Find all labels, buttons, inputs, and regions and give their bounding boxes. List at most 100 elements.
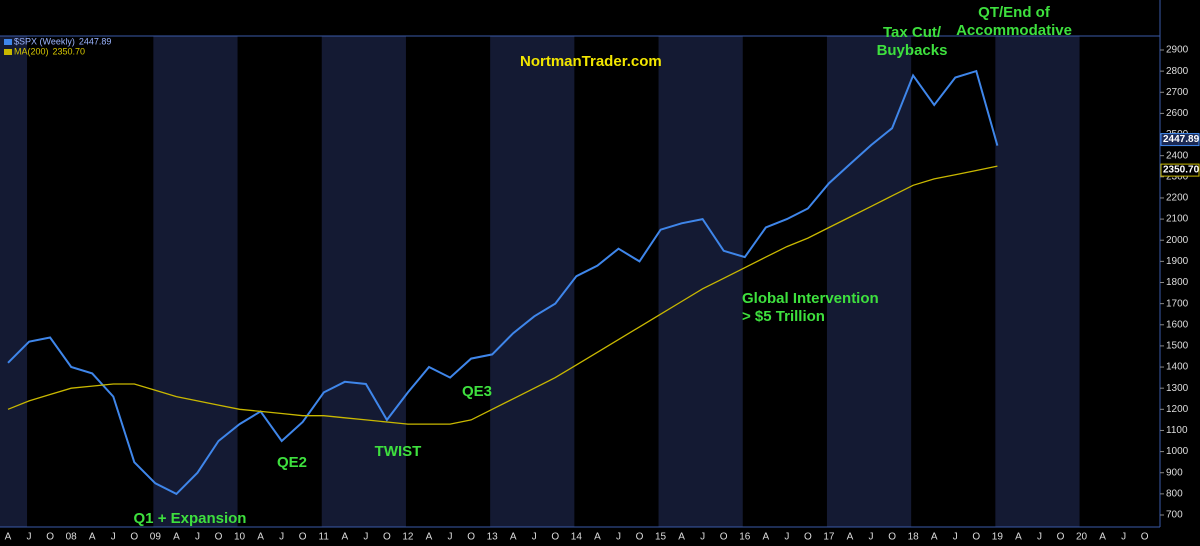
year-band xyxy=(995,36,1080,527)
x-tick-label: 15 xyxy=(655,532,667,543)
last-value-label: 2350.70 xyxy=(1163,165,1200,176)
x-tick-label: J xyxy=(448,532,453,543)
y-tick-label: 2100 xyxy=(1166,214,1189,225)
x-tick-label: J xyxy=(532,532,537,543)
x-tick-label: J xyxy=(953,532,958,543)
y-tick-label: 2800 xyxy=(1166,66,1189,77)
x-tick-label: A xyxy=(847,532,854,543)
series-line xyxy=(7,69,999,496)
annotation: > $5 Trillion xyxy=(742,308,825,325)
legend-value: 2350.70 xyxy=(53,46,86,56)
annotation: QE2 xyxy=(277,454,307,471)
year-band xyxy=(153,36,238,527)
y-tick-label: 1900 xyxy=(1166,256,1189,267)
x-tick-label: O xyxy=(130,532,138,543)
y-tick-label: 2700 xyxy=(1166,87,1189,98)
y-tick-label: 1700 xyxy=(1166,298,1189,309)
y-tick-label: 2000 xyxy=(1166,235,1189,246)
annotation: Accommodative xyxy=(956,22,1072,39)
annotation: Global Intervention xyxy=(742,290,879,307)
x-tick-label: O xyxy=(383,532,391,543)
legend-swatch xyxy=(4,39,12,45)
y-tick-label: 2200 xyxy=(1166,193,1189,204)
x-tick-label: A xyxy=(678,532,685,543)
x-tick-label: O xyxy=(972,532,980,543)
x-tick-label: O xyxy=(1141,532,1149,543)
y-tick-label: 1300 xyxy=(1166,383,1189,394)
x-tick-label: A xyxy=(510,532,517,543)
y-tick-label: 1500 xyxy=(1166,341,1189,352)
x-tick-label: J xyxy=(279,532,284,543)
year-band xyxy=(490,36,575,527)
x-tick-label: J xyxy=(363,532,368,543)
y-tick-label: 1400 xyxy=(1166,362,1189,373)
year-band xyxy=(321,36,406,527)
series-line xyxy=(7,165,998,425)
legend-swatch xyxy=(4,49,12,55)
x-tick-label: O xyxy=(804,532,812,543)
year-band xyxy=(0,36,28,527)
chart-title: NortmanTrader.com xyxy=(520,53,662,70)
year-bands xyxy=(0,36,1080,527)
x-tick-label: O xyxy=(1057,532,1065,543)
x-tick-label: A xyxy=(173,532,180,543)
x-tick-label: A xyxy=(1099,532,1106,543)
annotation: QE3 xyxy=(462,383,492,400)
y-tick-label: 2300 xyxy=(1166,171,1189,182)
annotation: Buybacks xyxy=(877,42,948,59)
x-tick-label: A xyxy=(5,532,12,543)
legend-value: 2447.89 xyxy=(79,36,112,46)
x-tick-label: A xyxy=(257,532,264,543)
x-tick-label: 16 xyxy=(739,532,751,543)
y-tick-label: 700 xyxy=(1166,510,1183,521)
x-tick-label: A xyxy=(762,532,769,543)
annotation: Tax Cut/ xyxy=(883,24,942,41)
x-tick-label: 08 xyxy=(66,532,78,543)
y-tick-label: 1800 xyxy=(1166,277,1189,288)
x-tick-label: J xyxy=(1037,532,1042,543)
x-tick-label: 11 xyxy=(319,532,330,543)
last-value-box xyxy=(1160,133,1200,147)
x-tick-label: A xyxy=(1015,532,1022,543)
y-tick-label: 1100 xyxy=(1166,425,1188,436)
x-tick-label: A xyxy=(341,532,348,543)
x-tick-label: 18 xyxy=(908,532,920,543)
x-tick-label: A xyxy=(426,532,433,543)
x-tick-label: J xyxy=(616,532,621,543)
x-tick-label: O xyxy=(720,532,728,543)
annotation: Q1 + Expansion xyxy=(134,510,247,527)
x-tick-label: 17 xyxy=(823,532,835,543)
x-tick-label: 14 xyxy=(571,532,583,543)
annotation: QT/End of xyxy=(978,4,1051,21)
x-tick-label: A xyxy=(931,532,938,543)
year-band xyxy=(658,36,743,527)
x-tick-label: 19 xyxy=(992,532,1004,543)
x-tick-label: 20 xyxy=(1076,532,1088,543)
x-tick-label: J xyxy=(111,532,116,543)
y-tick-label: 900 xyxy=(1166,467,1183,478)
x-tick-label: 12 xyxy=(402,532,414,543)
x-tick-label: A xyxy=(594,532,601,543)
x-tick-label: J xyxy=(195,532,200,543)
y-tick-label: 1600 xyxy=(1166,319,1189,330)
y-tick-label: 2900 xyxy=(1166,45,1189,56)
x-tick-label: O xyxy=(636,532,644,543)
x-tick-label: 10 xyxy=(234,532,246,543)
x-tick-label: J xyxy=(27,532,32,543)
annotation: TWIST xyxy=(375,443,422,460)
x-tick-label: O xyxy=(551,532,559,543)
x-tick-label: O xyxy=(299,532,307,543)
last-value-box xyxy=(1160,163,1200,177)
x-tick-label: J xyxy=(700,532,705,543)
y-tick-label: 1200 xyxy=(1166,404,1189,415)
x-tick-label: J xyxy=(869,532,874,543)
x-tick-label: J xyxy=(1121,532,1126,543)
last-value-label: 2447.89 xyxy=(1163,134,1200,145)
y-tick-label: 800 xyxy=(1166,489,1183,500)
x-tick-label: 09 xyxy=(150,532,162,543)
x-tick-label: O xyxy=(888,532,896,543)
x-tick-label: O xyxy=(46,532,54,543)
x-tick-label: O xyxy=(467,532,475,543)
y-tick-label: 1000 xyxy=(1166,446,1189,457)
